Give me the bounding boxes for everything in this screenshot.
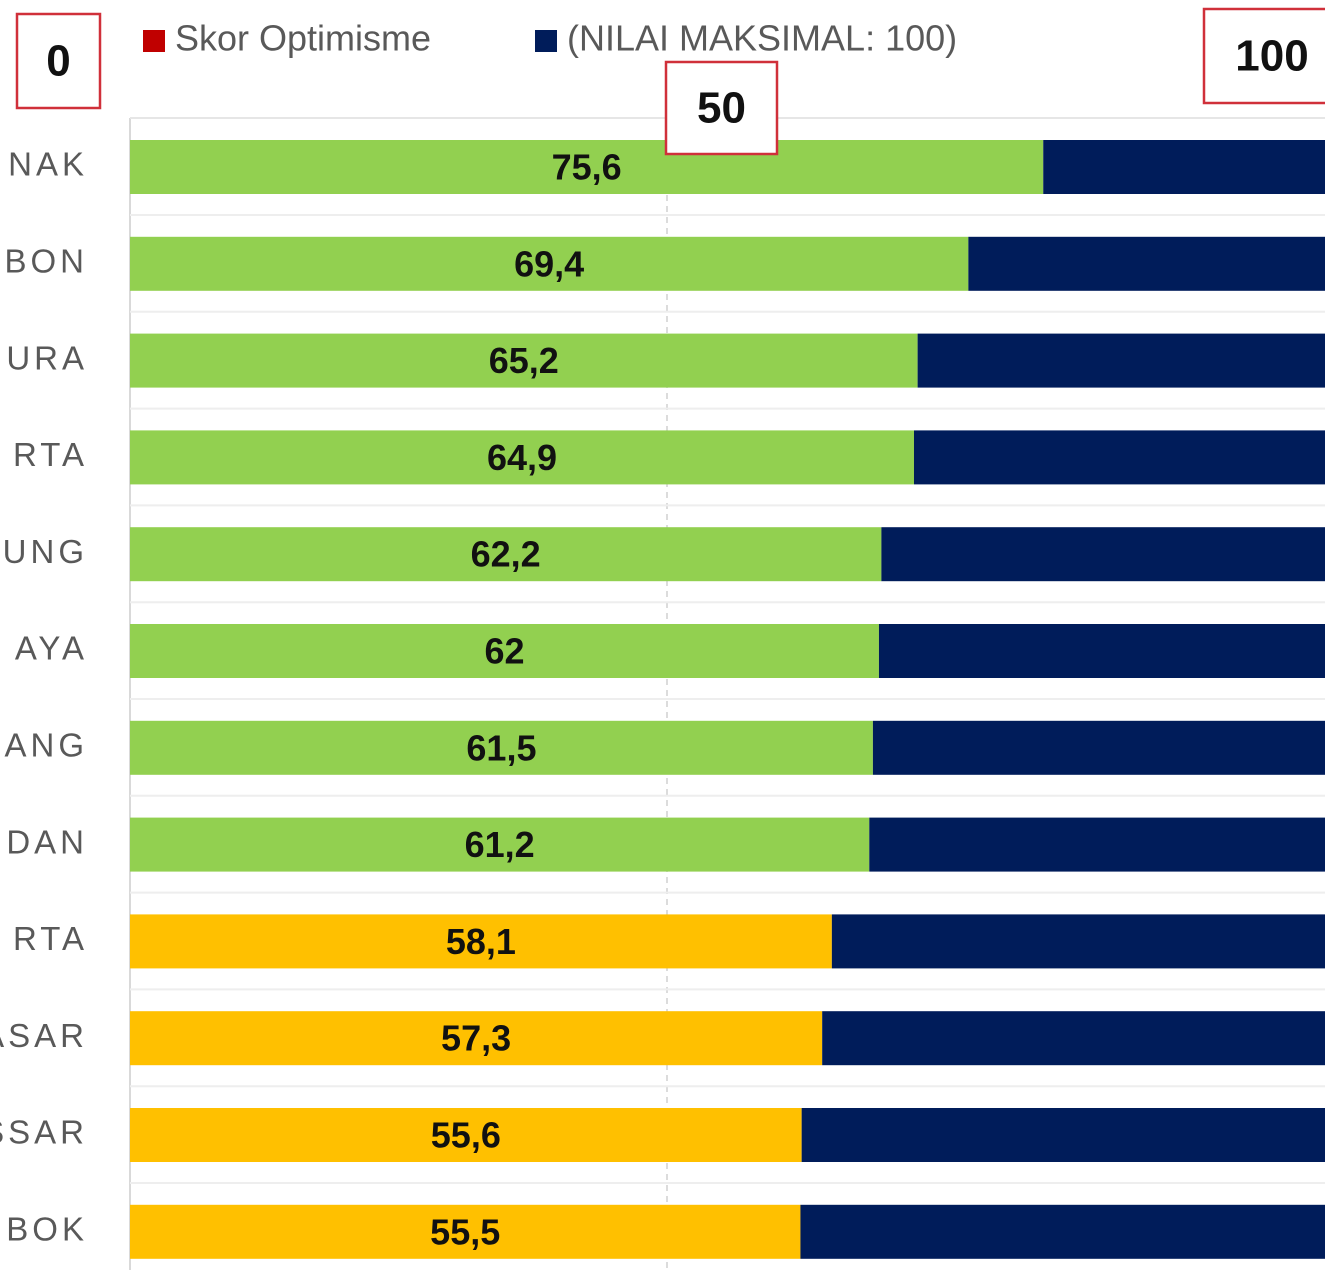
value-label: 58,1 (446, 921, 516, 962)
y-tick-label: BON (4, 243, 88, 280)
y-tick-label: AYA (15, 630, 88, 667)
annotation: 50 (697, 84, 746, 133)
value-label: 64,9 (487, 437, 557, 478)
bar-segment (130, 1204, 801, 1259)
bar-segment (130, 914, 832, 969)
bar-segment (130, 430, 914, 485)
value-label: 61,5 (466, 727, 536, 768)
bar-segment (130, 720, 873, 775)
bar-segment (869, 817, 1325, 872)
y-tick-label: BOK (6, 1211, 88, 1248)
bar-segment (130, 624, 879, 678)
annotation: 0 (46, 37, 70, 86)
bar-segment (968, 236, 1325, 291)
bar-segment (1043, 140, 1325, 194)
value-label: 55,6 (431, 1115, 501, 1156)
value-label: 62 (484, 631, 524, 672)
value-label: 57,3 (441, 1018, 511, 1059)
y-tick-label: RTA (13, 436, 88, 473)
bar-segment (800, 1204, 1325, 1259)
bar-segment (822, 1011, 1325, 1066)
y-tick-label: RTA (13, 920, 88, 957)
legend-label: (NILAI MAKSIMAL: 100) (567, 18, 957, 59)
bar-segment (130, 527, 882, 582)
bar-segment (913, 430, 1325, 485)
y-tick-label: NAK (8, 146, 88, 183)
legend-swatch (143, 30, 165, 52)
bar-segment (881, 527, 1325, 582)
y-tick-label: UNG (3, 533, 88, 570)
value-label: 69,4 (514, 243, 584, 284)
y-tick-label: SSAR (0, 1114, 88, 1151)
bar-segment (917, 333, 1325, 388)
bar-segment (130, 1108, 802, 1162)
value-label: 62,2 (471, 534, 541, 575)
annotation-box (664, 60, 779, 156)
y-tick-label: ASAR (0, 1017, 88, 1054)
bar-segment (801, 1108, 1325, 1162)
annotation-box (1202, 7, 1325, 105)
bar-segment (130, 236, 969, 291)
bar-segment (831, 914, 1325, 969)
value-label: 55,5 (430, 1211, 500, 1252)
bar-segment (872, 720, 1325, 775)
legend-swatch (535, 30, 557, 52)
value-label: 61,2 (465, 824, 535, 865)
bar-segment (130, 817, 870, 872)
bar-segment (130, 140, 1044, 194)
y-tick-label: DAN (6, 823, 88, 860)
y-tick-label: ANG (4, 727, 88, 764)
legend-label: Skor Optimisme (175, 18, 431, 59)
value-label: 75,6 (552, 147, 622, 188)
value-label: 65,2 (489, 340, 559, 381)
annotation: 100 (1235, 32, 1308, 81)
bar-segment (878, 624, 1325, 678)
bar-segment (130, 333, 918, 388)
annotation-box (15, 12, 102, 110)
bar-segment (130, 1011, 823, 1066)
y-tick-label: URA (6, 339, 88, 376)
